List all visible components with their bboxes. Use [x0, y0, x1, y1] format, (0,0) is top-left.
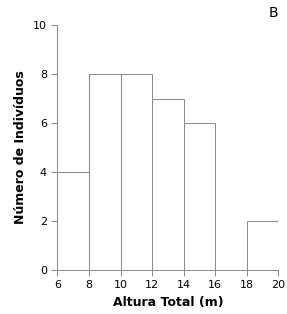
Bar [121, 74, 152, 270]
Text: B: B [269, 6, 278, 20]
X-axis label: Altura Total (m): Altura Total (m) [113, 296, 223, 309]
Bar [247, 221, 278, 270]
Bar [89, 74, 121, 270]
Bar [152, 99, 184, 270]
Bar [184, 123, 215, 270]
Bar [57, 172, 89, 270]
Y-axis label: Número de Indivíduos: Número de Indivíduos [14, 71, 28, 225]
